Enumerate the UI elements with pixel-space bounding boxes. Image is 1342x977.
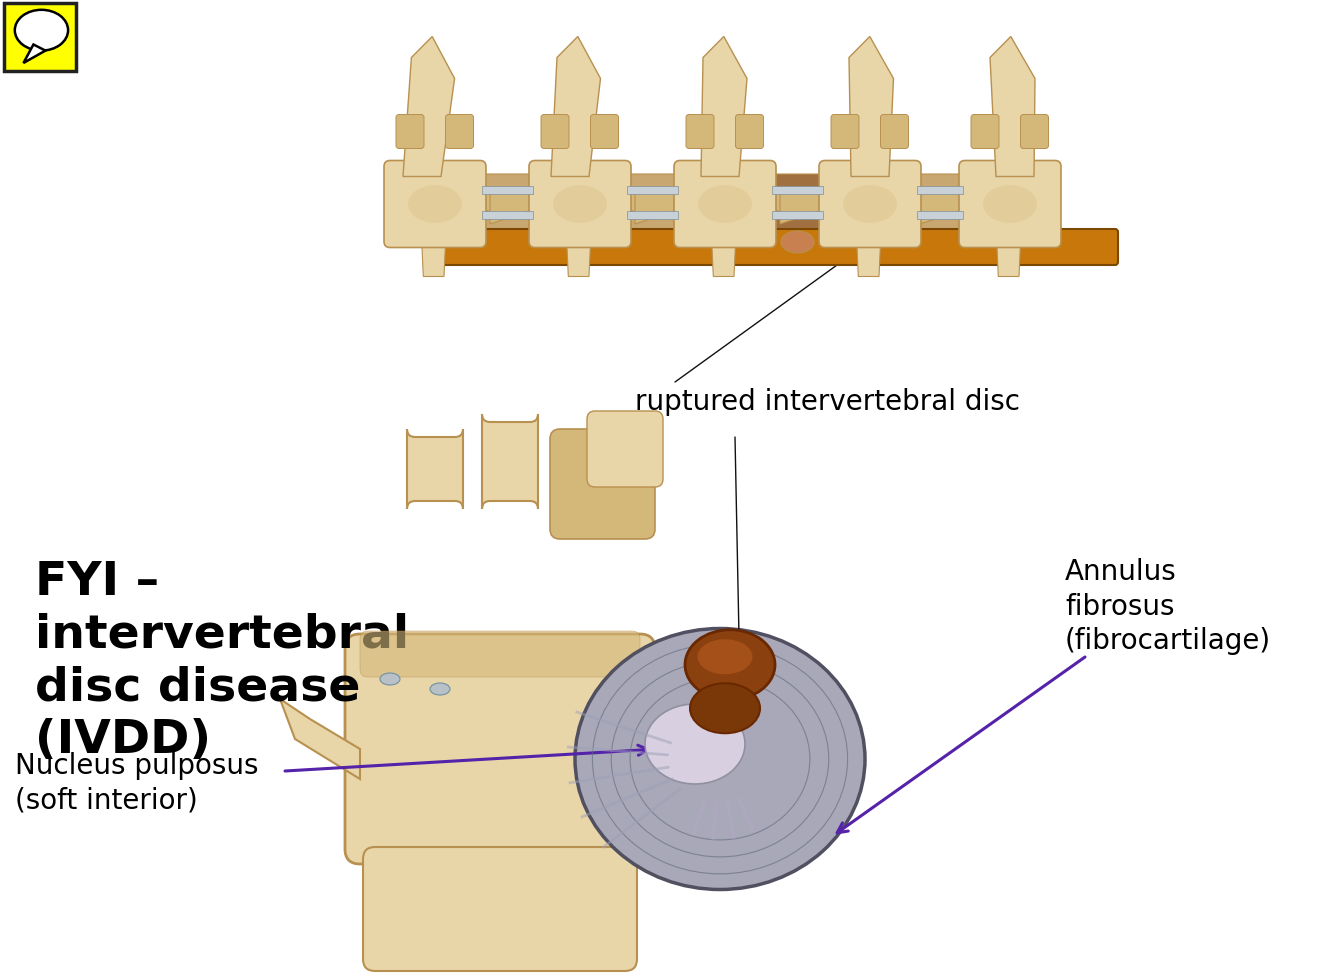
FancyBboxPatch shape — [972, 115, 998, 149]
Ellipse shape — [684, 630, 774, 701]
FancyBboxPatch shape — [384, 161, 486, 248]
Ellipse shape — [690, 684, 760, 734]
FancyBboxPatch shape — [819, 161, 921, 248]
FancyBboxPatch shape — [529, 161, 631, 248]
FancyBboxPatch shape — [446, 115, 474, 149]
FancyBboxPatch shape — [831, 115, 859, 149]
FancyBboxPatch shape — [4, 4, 76, 72]
Polygon shape — [849, 37, 894, 177]
FancyBboxPatch shape — [674, 161, 776, 248]
Text: FYI –
intervertebral
disc disease
(IVDD): FYI – intervertebral disc disease (IVDD) — [35, 560, 409, 762]
Polygon shape — [856, 237, 880, 277]
Ellipse shape — [982, 186, 1037, 224]
Ellipse shape — [781, 232, 815, 254]
FancyBboxPatch shape — [482, 414, 538, 509]
Polygon shape — [770, 190, 811, 220]
Ellipse shape — [15, 11, 68, 52]
Polygon shape — [480, 190, 519, 220]
FancyBboxPatch shape — [880, 115, 909, 149]
FancyBboxPatch shape — [772, 187, 823, 194]
FancyBboxPatch shape — [913, 175, 968, 234]
Polygon shape — [421, 237, 446, 277]
Polygon shape — [711, 237, 735, 277]
FancyBboxPatch shape — [917, 212, 964, 220]
FancyBboxPatch shape — [396, 115, 424, 149]
FancyBboxPatch shape — [623, 175, 682, 234]
Ellipse shape — [574, 629, 866, 890]
Ellipse shape — [698, 640, 753, 674]
FancyBboxPatch shape — [482, 212, 533, 220]
Polygon shape — [566, 237, 590, 277]
Polygon shape — [552, 37, 600, 177]
FancyBboxPatch shape — [482, 187, 533, 194]
Ellipse shape — [380, 673, 400, 685]
FancyBboxPatch shape — [590, 115, 619, 149]
Polygon shape — [780, 190, 825, 225]
Polygon shape — [635, 190, 680, 225]
Polygon shape — [915, 190, 956, 220]
Text: ruptured intervertebral disc: ruptured intervertebral disc — [635, 388, 1020, 415]
FancyBboxPatch shape — [960, 161, 1062, 248]
FancyBboxPatch shape — [478, 175, 537, 234]
Polygon shape — [701, 37, 747, 177]
Polygon shape — [625, 190, 666, 220]
FancyBboxPatch shape — [686, 115, 714, 149]
FancyBboxPatch shape — [1020, 115, 1048, 149]
FancyBboxPatch shape — [586, 411, 663, 488]
Polygon shape — [280, 700, 360, 780]
Polygon shape — [490, 190, 535, 225]
Ellipse shape — [843, 186, 896, 224]
Ellipse shape — [553, 186, 607, 224]
Ellipse shape — [429, 683, 450, 696]
FancyBboxPatch shape — [917, 187, 964, 194]
FancyBboxPatch shape — [362, 847, 637, 971]
Text: Annulus
fibrosus
(fibrocartilage): Annulus fibrosus (fibrocartilage) — [1066, 558, 1271, 655]
Text: Nucleus pulposus
(soft interior): Nucleus pulposus (soft interior) — [15, 751, 259, 814]
FancyBboxPatch shape — [432, 230, 1118, 266]
FancyBboxPatch shape — [627, 212, 678, 220]
FancyBboxPatch shape — [772, 212, 823, 220]
FancyBboxPatch shape — [768, 175, 827, 234]
Polygon shape — [23, 46, 46, 64]
FancyBboxPatch shape — [550, 430, 655, 539]
FancyBboxPatch shape — [735, 115, 764, 149]
Polygon shape — [990, 37, 1035, 177]
FancyBboxPatch shape — [541, 115, 569, 149]
Ellipse shape — [698, 186, 752, 224]
FancyBboxPatch shape — [627, 187, 678, 194]
FancyBboxPatch shape — [407, 430, 463, 509]
Ellipse shape — [408, 186, 462, 224]
Polygon shape — [997, 237, 1021, 277]
FancyBboxPatch shape — [345, 634, 655, 864]
Ellipse shape — [646, 704, 745, 785]
Polygon shape — [921, 190, 965, 225]
Polygon shape — [403, 37, 455, 177]
FancyBboxPatch shape — [360, 631, 640, 677]
